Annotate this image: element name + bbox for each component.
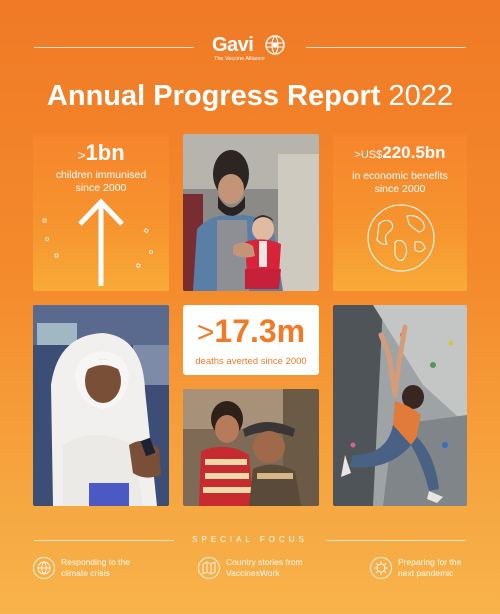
map-icon (198, 557, 220, 579)
globe-icon (365, 202, 437, 274)
focus-item-pandemic-line2: next pandemic (398, 568, 454, 578)
virus-icon (370, 557, 392, 579)
stat-children-number: >1bn (33, 140, 169, 166)
stat-children-line2: since 2000 (75, 182, 127, 194)
stat-deaths-value: 17.3m (214, 313, 306, 349)
up-arrow-icon (74, 198, 128, 288)
stat-benefits-value: 220.5bn (382, 143, 446, 162)
father-baby-photo (183, 134, 319, 291)
header-rule-left (34, 47, 194, 48)
stat-benefits-tile: >US$220.5bn in economic benefits since 2… (333, 134, 467, 291)
focus-rule-right (326, 540, 466, 541)
stat-deaths-caption: deaths averted since 2000 (195, 356, 307, 367)
page-title: Annual Progress Report 2022 (0, 80, 500, 112)
stat-deaths-number: >17.3m (183, 313, 319, 350)
title-main: Annual Progress Report (46, 80, 381, 112)
globe-icon (33, 557, 55, 579)
focus-item-pandemic-text: Preparing for the next pandemic (398, 557, 461, 579)
stat-children-prefix: > (77, 147, 86, 163)
focus-item-country-stories-text: Country stories from VaccinesWork (226, 557, 303, 579)
gavi-logo: Gavi The Vaccine Alliance (212, 34, 292, 66)
stat-benefits-number: >US$220.5bn (333, 143, 467, 163)
climber-photo (333, 305, 467, 506)
focus-item-climate-line2: climate crisis (61, 568, 110, 578)
header-rule-right (306, 47, 466, 48)
stat-children-tile: >1bn children immunised since 2000 (33, 134, 169, 291)
focus-item-country-stories-line1: Country stories from (226, 557, 303, 567)
stat-children-value: 1bn (85, 140, 125, 165)
stat-deaths-tile: >17.3m deaths averted since 2000 (183, 305, 319, 375)
stat-children-line1: children immunised (55, 169, 147, 181)
logo-tagline: The Vaccine Alliance (214, 56, 265, 62)
family-embrace-photo (183, 389, 319, 506)
focus-rule-left (34, 540, 174, 541)
focus-item-climate-text: Responding to the climate crisis (61, 557, 130, 579)
stat-deaths-prefix: > (196, 316, 215, 349)
confetti-decoration (33, 134, 169, 291)
focus-item-country-stories-line2: VaccinesWork (226, 568, 280, 578)
health-worker-photo (33, 305, 169, 506)
logo-wordmark: Gavi (212, 34, 254, 56)
special-focus-heading: SPECIAL FOCUS (192, 535, 308, 544)
globe-hand-icon (265, 35, 285, 55)
focus-item-pandemic-line1: Preparing for the (398, 557, 462, 567)
stat-benefits-line1: in economic benefits (352, 170, 448, 182)
stat-benefits-line2: since 2000 (374, 183, 426, 195)
title-year: 2022 (388, 80, 454, 112)
focus-item-climate-line1: Responding to the (61, 557, 130, 567)
stat-benefits-prefix: >US$ (354, 149, 383, 161)
